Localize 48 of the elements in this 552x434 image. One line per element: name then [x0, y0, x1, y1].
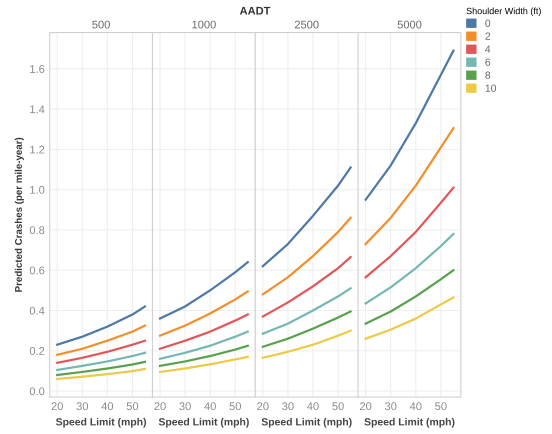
line-series: [56, 360, 146, 376]
line-series: [56, 324, 146, 356]
y-axis-title: Predicted Crashes (per mile-year): [14, 138, 24, 292]
legend-label: 6: [485, 58, 490, 66]
x-axis-title: Speed Limit (mph): [364, 418, 454, 428]
chart-title: 2500: [294, 20, 319, 28]
x-tick-label: 30: [76, 402, 88, 410]
text: AADT: [240, 6, 270, 15]
legend-label: 10: [486, 84, 496, 92]
y-tick-label: 0.8: [30, 226, 44, 234]
legend-label: 4: [485, 46, 490, 53]
legend-title: Shoulder Width (ft): [466, 8, 541, 16]
x-axis-title: Speed Limit (mph): [158, 418, 249, 428]
x-tick-label: 40: [410, 402, 422, 410]
line-series: [56, 368, 146, 380]
x-tick-label: 40: [204, 402, 216, 410]
x-tick-label: 40: [101, 402, 114, 410]
y-tick-label: 1.6: [30, 65, 44, 73]
x-tick-label: 50: [230, 402, 241, 410]
x-axis-title: Speed Limit (mph): [262, 418, 352, 428]
line-series: [56, 352, 146, 372]
y-tick-label: 0.4: [30, 306, 44, 315]
chart-title: 1000: [192, 20, 216, 28]
x-tick-label: 20: [52, 402, 63, 410]
y-tick-label: 1.2: [30, 146, 44, 154]
legend-label: 2: [485, 32, 490, 40]
x-tick-label: 20: [257, 402, 269, 410]
x-tick-label: 50: [435, 402, 447, 410]
x-axis-title: Speed Limit (mph): [56, 418, 146, 428]
x-tick-label: 30: [179, 402, 191, 410]
chart-title: 500: [92, 20, 110, 28]
y-tick-label: 0.0: [30, 387, 44, 396]
x-tick-label: 50: [332, 402, 344, 410]
legend-label: 0: [485, 20, 490, 27]
chart-title: 5000: [398, 20, 422, 28]
y-tick-label: 0.2: [30, 347, 44, 355]
x-tick-label: 30: [384, 402, 396, 410]
line-series: [56, 340, 146, 364]
y-tick-label: 1.0: [30, 186, 44, 194]
line-series: [56, 305, 146, 346]
x-tick-label: 50: [126, 402, 138, 410]
x-tick-label: 30: [282, 402, 294, 410]
x-tick-label: 40: [307, 402, 319, 410]
y-tick-label: 0.6: [30, 266, 44, 274]
legend-label: 8: [485, 72, 490, 79]
x-tick-label: 20: [154, 402, 166, 410]
y-tick-label: 1.4: [30, 105, 44, 114]
x-tick-label: 20: [360, 402, 372, 410]
